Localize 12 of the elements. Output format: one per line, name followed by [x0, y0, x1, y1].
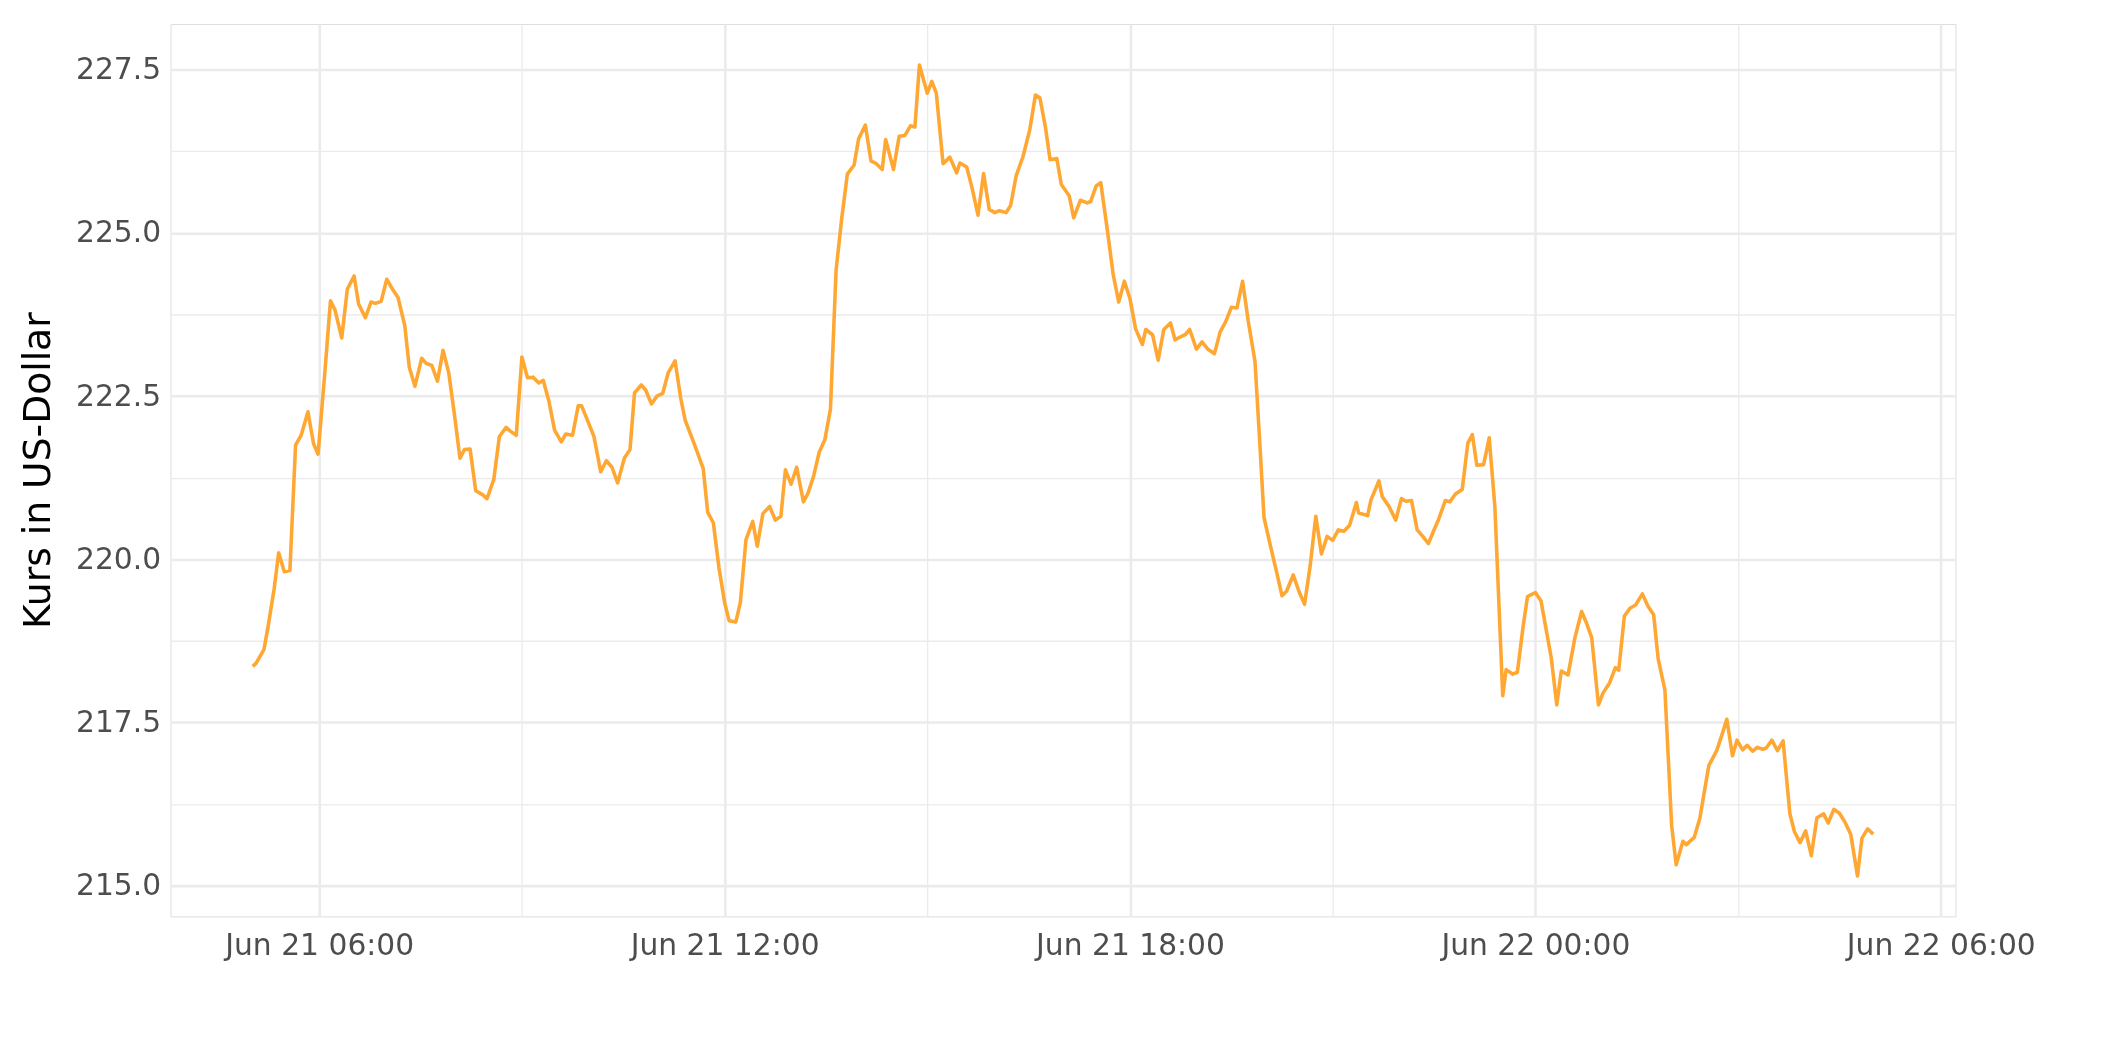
x-tick-label: Jun 21 18:00	[1034, 926, 1225, 962]
x-tick-label: Jun 22 00:00	[1439, 926, 1631, 962]
y-tick-label: 217.5	[76, 703, 162, 739]
y-tick-label: 220.0	[76, 540, 162, 576]
y-tick-label: 215.0	[76, 867, 162, 903]
x-tick-label: Jun 21 12:00	[628, 926, 820, 962]
y-tick-label: 222.5	[76, 377, 162, 413]
y-tick-label: 227.5	[76, 51, 162, 87]
x-tick-label: Jun 22 06:00	[1844, 926, 2036, 962]
y-axis-title: Kurs in US-Dollar	[15, 311, 60, 630]
y-tick-label: 225.0	[76, 214, 162, 250]
x-tick-label: Jun 21 06:00	[223, 926, 415, 962]
